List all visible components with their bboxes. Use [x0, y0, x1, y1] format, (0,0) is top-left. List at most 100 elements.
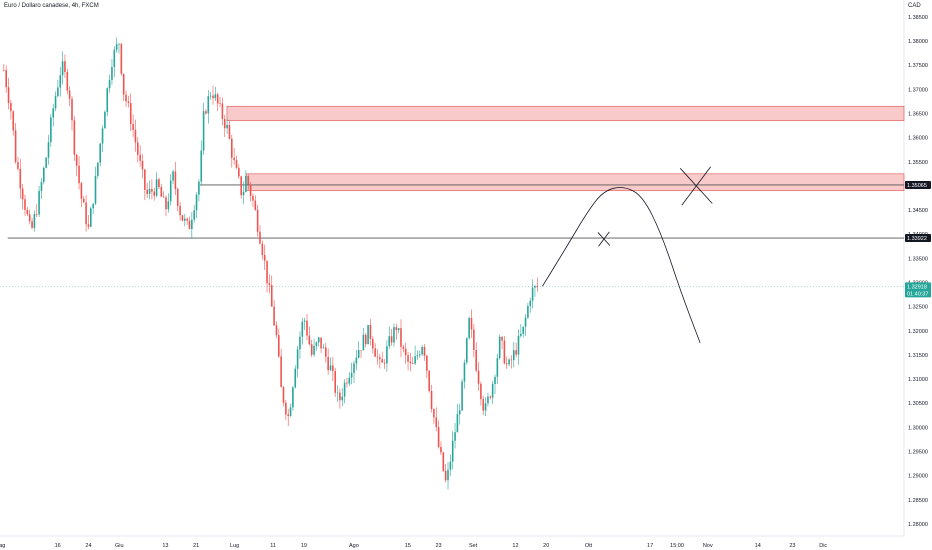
candle-body — [310, 344, 313, 355]
time-tick-label: 17 — [647, 543, 653, 549]
candle-body — [216, 94, 219, 104]
price-tick-label: 1.28000 — [908, 522, 928, 528]
candle-body — [26, 209, 29, 215]
candle-body — [393, 327, 395, 343]
candle-body — [273, 306, 275, 326]
candle-body — [357, 350, 360, 358]
time-tick-label: Dic — [819, 543, 827, 549]
candle-body — [146, 189, 148, 194]
candle-body — [139, 154, 141, 161]
candle-body — [381, 359, 383, 363]
candle-body — [280, 356, 282, 388]
candle-body — [228, 124, 231, 139]
price-tick-label: 1.37500 — [908, 63, 928, 69]
candle-body — [111, 66, 113, 80]
candle-body — [263, 255, 266, 261]
candle-body — [379, 357, 381, 360]
candle-body — [33, 214, 36, 228]
candle-body — [428, 370, 430, 391]
candle-body — [282, 387, 285, 403]
candle-body — [120, 43, 123, 74]
candle-body — [515, 350, 517, 355]
candle-body — [355, 357, 358, 364]
time-tick-label: Set — [469, 543, 478, 549]
price-axis[interactable]: 1.38500 1.38000 1.37500 1.37000 1.36500 1.360… — [903, 0, 928, 536]
candle-body — [71, 98, 73, 121]
candle-body — [10, 103, 12, 112]
candle-body — [510, 359, 513, 361]
candle-body — [270, 285, 273, 307]
price-tick-label: 1.28500 — [908, 498, 928, 504]
candle-body — [512, 350, 515, 361]
candle-body — [383, 362, 386, 364]
candle-body — [245, 175, 247, 192]
candle-body — [296, 349, 299, 369]
candle-body — [496, 358, 499, 377]
price-tick-label: 1.33500 — [908, 256, 928, 262]
candle-body — [165, 197, 167, 210]
time-tick-label: 15 — [405, 543, 411, 549]
candle-body — [94, 175, 97, 204]
candle-body — [183, 218, 186, 221]
candle-body — [346, 382, 348, 384]
resistance-zone — [245, 173, 905, 192]
candle-body — [505, 363, 508, 365]
candle-body — [45, 157, 47, 168]
candle-body — [205, 111, 207, 114]
candle-body — [169, 180, 172, 202]
time-axis[interactable]: Mag 16 24 Giu 13 21 Lug 11 19 Ago 15 23 Set 12 20 Ott 17… — [0, 535, 904, 549]
candle-body — [360, 350, 362, 351]
candle-body — [144, 169, 146, 190]
candle-body — [61, 61, 64, 76]
candle-body — [259, 231, 261, 244]
candle-body — [334, 371, 336, 393]
time-tick-label: 23 — [435, 543, 441, 549]
candle-body — [484, 403, 487, 411]
candle-body — [14, 130, 17, 163]
candle-body — [299, 336, 301, 350]
candle-body — [489, 396, 492, 398]
candle-body — [195, 194, 198, 211]
currency-label: CAD — [908, 3, 921, 9]
candle-body — [306, 320, 308, 336]
candle-body — [327, 356, 329, 371]
last-price-tag-box — [905, 282, 931, 298]
candle-body — [348, 377, 351, 384]
price-tag-label: 1.35065 — [907, 183, 927, 189]
candle-body — [522, 326, 524, 334]
time-tick-label: 15:00 — [670, 543, 684, 549]
candle-body — [494, 376, 496, 385]
time-tick-label: 12 — [512, 543, 518, 549]
candle-body — [12, 111, 15, 131]
candle-body — [212, 95, 214, 99]
candle-body — [188, 220, 191, 230]
price-tick-label: 1.35500 — [908, 160, 928, 166]
candle-body — [322, 347, 325, 349]
candle-body — [162, 196, 165, 198]
time-tick-label: 20 — [543, 543, 549, 549]
candle-body — [414, 356, 416, 364]
candle-body — [437, 427, 440, 447]
candle-body — [317, 337, 320, 343]
price-tick-label: 1.32000 — [908, 329, 928, 335]
candle-body — [308, 335, 311, 345]
candle-body — [167, 201, 170, 210]
candle-body — [294, 368, 297, 388]
candle-body — [508, 359, 510, 365]
time-tick-label: Ago — [349, 543, 359, 549]
candle-body — [386, 346, 388, 364]
candle-body — [303, 320, 306, 322]
time-tick-label: 23 — [789, 543, 795, 549]
candle-body — [82, 198, 85, 203]
price-tick-label: 1.30500 — [908, 401, 928, 407]
price-tag-box — [905, 180, 931, 189]
cross-marker — [598, 231, 610, 247]
candle-body — [444, 470, 447, 481]
candle-body — [376, 356, 379, 358]
candle-body — [155, 179, 158, 196]
candle-body — [172, 171, 174, 181]
candle-body — [418, 354, 421, 356]
candle-body — [235, 160, 238, 168]
candle-body — [402, 346, 405, 349]
